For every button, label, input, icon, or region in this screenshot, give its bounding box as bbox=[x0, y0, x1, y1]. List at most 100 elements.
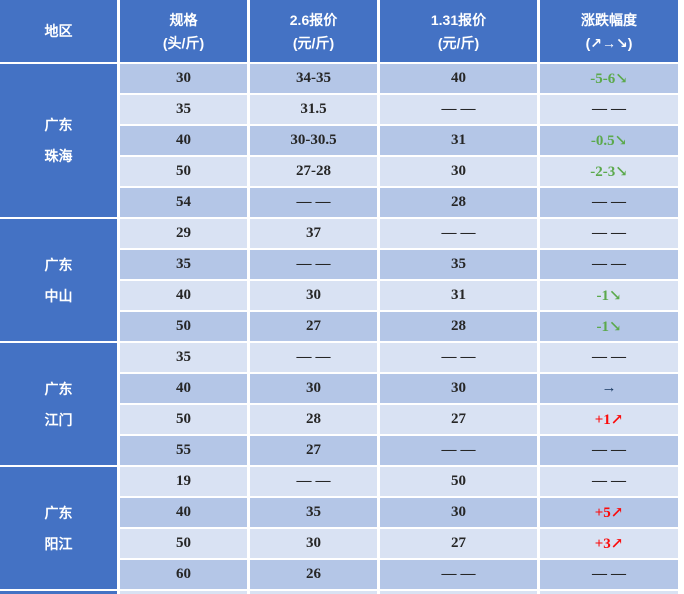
cell-spec: 40 bbox=[120, 498, 247, 527]
change-value: —— bbox=[592, 349, 630, 365]
cell-quote-0131: —— bbox=[380, 343, 537, 372]
value: 27 bbox=[451, 411, 466, 427]
value: —— bbox=[296, 194, 335, 210]
partial-row-cell bbox=[120, 591, 247, 594]
cell-quote-0206: —— bbox=[250, 343, 377, 372]
value: 50 bbox=[176, 163, 191, 179]
cell-quote-0206: 27 bbox=[250, 312, 377, 341]
change-value: -1↘ bbox=[596, 319, 622, 335]
value: 55 bbox=[176, 442, 191, 458]
value: —— bbox=[296, 256, 335, 272]
change-value: -0.5↘ bbox=[590, 133, 628, 149]
change-value: -2-3↘ bbox=[590, 164, 628, 180]
cell-quote-0206: 30 bbox=[250, 374, 377, 403]
value: 26 bbox=[306, 566, 321, 582]
cell-change: —— bbox=[540, 219, 678, 248]
cell-quote-0131: —— bbox=[380, 219, 537, 248]
value: 50 bbox=[451, 473, 466, 489]
change-value: -1↘ bbox=[596, 288, 622, 304]
change-value: —— bbox=[592, 473, 630, 489]
header-unit: (↗→↘) bbox=[585, 34, 633, 51]
value: 30 bbox=[306, 535, 321, 551]
cell-change: —— bbox=[540, 467, 678, 496]
change-value: +5↗ bbox=[594, 505, 624, 521]
cell-quote-0131: 30 bbox=[380, 374, 537, 403]
cell-quote-0206: 30 bbox=[250, 529, 377, 558]
region-line: 广东 bbox=[44, 256, 73, 273]
cell-quote-0131: —— bbox=[380, 560, 537, 589]
cell-quote-0206: —— bbox=[250, 467, 377, 496]
cell-spec: 50 bbox=[120, 312, 247, 341]
value: 19 bbox=[176, 473, 191, 489]
value: 34-35 bbox=[296, 70, 331, 86]
cell-change: +1↗ bbox=[540, 405, 678, 434]
cell-change: +3↗ bbox=[540, 529, 678, 558]
value: 27 bbox=[306, 318, 321, 334]
value: 35 bbox=[176, 349, 191, 365]
header-cell-quote-0206: 2.6报价 (元/斤) bbox=[250, 0, 377, 62]
cell-spec: 55 bbox=[120, 436, 247, 465]
change-value: +1↗ bbox=[594, 412, 624, 428]
value: 27-28 bbox=[296, 163, 331, 179]
cell-spec: 19 bbox=[120, 467, 247, 496]
cell-quote-0131: 31 bbox=[380, 281, 537, 310]
cell-change: —— bbox=[540, 188, 678, 217]
cell-quote-0131: 35 bbox=[380, 250, 537, 279]
value: —— bbox=[296, 349, 335, 365]
cell-quote-0206: —— bbox=[250, 250, 377, 279]
cell-quote-0131: 27 bbox=[380, 529, 537, 558]
partial-row-cell bbox=[250, 591, 377, 594]
cell-change: -0.5↘ bbox=[540, 126, 678, 155]
value: —— bbox=[441, 349, 480, 365]
cell-change: → bbox=[540, 374, 678, 403]
value: —— bbox=[441, 101, 480, 117]
value: 27 bbox=[451, 535, 466, 551]
cell-quote-0131: 28 bbox=[380, 188, 537, 217]
value: —— bbox=[441, 566, 480, 582]
change-value: —— bbox=[592, 566, 630, 582]
cell-spec: 29 bbox=[120, 219, 247, 248]
value: 35 bbox=[451, 256, 466, 272]
header-cell-spec: 规格 (头/斤) bbox=[120, 0, 247, 62]
value: 40 bbox=[451, 70, 466, 86]
header-cell-quote-0131: 1.31报价 (元/斤) bbox=[380, 0, 537, 62]
change-value: —— bbox=[592, 442, 630, 458]
header-unit: (元/斤) bbox=[292, 34, 335, 51]
cell-quote-0206: 31.5 bbox=[250, 95, 377, 124]
change-value: —— bbox=[592, 101, 630, 117]
cell-spec: 35 bbox=[120, 95, 247, 124]
partial-row-cell bbox=[540, 591, 678, 594]
cell-quote-0206: 37 bbox=[250, 219, 377, 248]
value: 30 bbox=[306, 380, 321, 396]
value: 30 bbox=[451, 163, 466, 179]
region-line: 珠海 bbox=[44, 148, 73, 164]
value: 37 bbox=[306, 225, 321, 241]
cell-spec: 30 bbox=[120, 64, 247, 93]
value: 31.5 bbox=[300, 101, 327, 117]
cell-change: +5↗ bbox=[540, 498, 678, 527]
value: 30 bbox=[176, 70, 191, 86]
cell-spec: 50 bbox=[120, 405, 247, 434]
value: —— bbox=[441, 225, 480, 241]
cell-quote-0206: 30 bbox=[250, 281, 377, 310]
change-value: —— bbox=[592, 194, 630, 210]
cell-change: —— bbox=[540, 436, 678, 465]
value: 35 bbox=[176, 256, 191, 272]
cell-spec: 50 bbox=[120, 157, 247, 186]
cell-quote-0206: 28 bbox=[250, 405, 377, 434]
cell-quote-0206: 26 bbox=[250, 560, 377, 589]
value: 50 bbox=[176, 411, 191, 427]
cell-spec: 50 bbox=[120, 529, 247, 558]
change-value: —— bbox=[592, 256, 630, 272]
value: 54 bbox=[176, 194, 191, 210]
cell-change: -5-6↘ bbox=[540, 64, 678, 93]
header-cell-change: 涨跌幅度 (↗→↘) bbox=[540, 0, 678, 62]
value: 30 bbox=[451, 504, 466, 520]
region-cell: 广东 珠海 bbox=[0, 64, 117, 217]
partial-row-region-cell bbox=[0, 591, 117, 594]
region-line: 江门 bbox=[44, 411, 73, 428]
change-value: +3↗ bbox=[594, 536, 624, 552]
region-line: 广东 bbox=[44, 504, 73, 521]
value: 28 bbox=[451, 194, 466, 210]
value: 35 bbox=[306, 504, 321, 520]
